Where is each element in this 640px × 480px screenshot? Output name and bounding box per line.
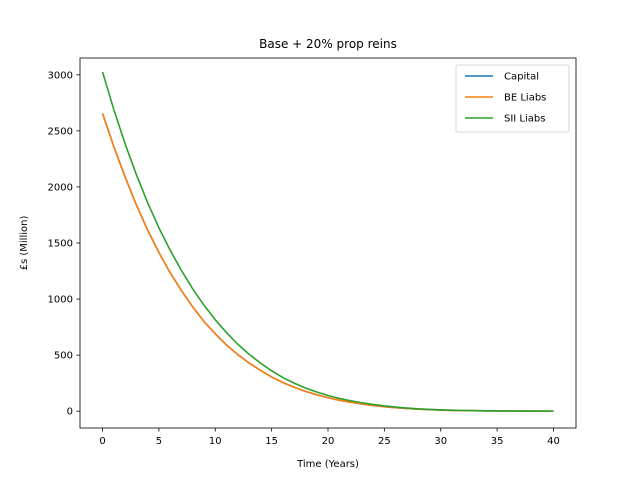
x-tick-label: 35 xyxy=(491,436,504,447)
legend-label-capital: Capital xyxy=(504,72,539,83)
series-line-sii-liabs xyxy=(101,71,554,412)
y-tick-label: 3000 xyxy=(48,70,73,81)
x-tick-label: 30 xyxy=(434,436,447,447)
y-tick-label: 2000 xyxy=(48,182,73,193)
legend: Capital BE Liabs SII Liabs xyxy=(455,64,570,133)
y-tick-label: 1500 xyxy=(48,239,73,250)
y-axis-label: £s (Million) xyxy=(19,216,30,271)
x-tick-label: 40 xyxy=(547,436,560,447)
y-axis: 0 500 1000 1500 2000 2500 3000 xyxy=(48,70,80,418)
y-tick-label: 1000 xyxy=(48,295,73,306)
legend-label-be-liabs: BE Liabs xyxy=(504,93,546,104)
y-tick-label: 500 xyxy=(54,351,73,362)
x-tick-label: 25 xyxy=(378,436,391,447)
y-tick-label: 0 xyxy=(67,407,73,418)
series-layer xyxy=(101,71,554,412)
x-tick-label: 10 xyxy=(209,436,222,447)
x-tick-label: 15 xyxy=(265,436,278,447)
x-tick-label: 0 xyxy=(99,436,105,447)
legend-label-sii-liabs: SII Liabs xyxy=(504,114,545,125)
x-axis: 0 5 10 15 20 25 30 35 40 xyxy=(99,428,560,447)
chart-title: Base + 20% prop reins xyxy=(259,37,397,51)
legend-box xyxy=(455,64,570,133)
x-tick-label: 20 xyxy=(322,436,335,447)
x-axis-label: Time (Years) xyxy=(296,459,359,470)
x-tick-label: 5 xyxy=(156,436,162,447)
y-tick-label: 2500 xyxy=(48,126,73,137)
